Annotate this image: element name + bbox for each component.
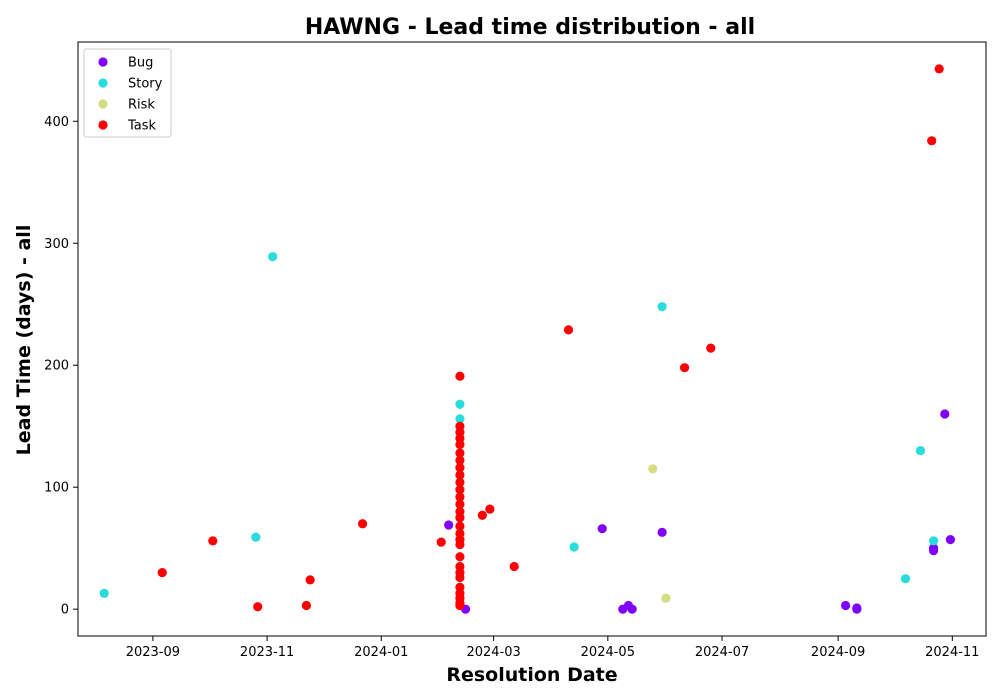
data-point [357, 519, 368, 529]
data-point [157, 567, 167, 578]
data-point [455, 572, 465, 583]
x-tick-label: 2024-01 [354, 645, 408, 660]
data-point [268, 252, 278, 262]
y-tick-label: 300 [44, 237, 69, 252]
data-point [509, 561, 519, 572]
x-axis-label: Resolution Date [446, 664, 617, 686]
x-tick-label: 2023-09 [126, 645, 180, 660]
data-point [301, 600, 312, 611]
series-task [157, 64, 944, 612]
data-point [928, 536, 939, 546]
data-point [455, 455, 465, 465]
y-tick-label: 200 [44, 359, 69, 374]
plot-area [77, 41, 987, 637]
data-point [900, 574, 911, 584]
data-point [945, 535, 956, 545]
data-point [455, 552, 465, 562]
x-axis: 2023-09 2023-11 2024-01 2024-03 2024-05 2024-… [126, 636, 979, 660]
data-point [251, 532, 261, 542]
legend-marker-story [98, 78, 108, 88]
y-axis: 0 100 200 300 400 [44, 115, 78, 618]
data-point [455, 499, 465, 509]
data-point [679, 363, 690, 373]
data-point [455, 470, 465, 480]
data-point [444, 520, 454, 530]
y-axis-label: Lead Time (days) - all [13, 225, 35, 456]
data-point [455, 477, 465, 487]
data-point [657, 527, 667, 537]
legend-marker-risk [98, 99, 108, 109]
data-point [840, 600, 851, 611]
data-point [627, 604, 637, 614]
data-point [648, 464, 658, 474]
y-tick-label: 100 [44, 481, 69, 496]
data-point [455, 539, 465, 550]
y-tick-label: 400 [44, 115, 69, 130]
chart-title: HAWNG - Lead time distribution - all [305, 15, 755, 40]
data-point [99, 588, 109, 598]
data-point [927, 136, 937, 146]
data-point [928, 543, 939, 553]
data-point [934, 64, 944, 74]
data-point [305, 575, 315, 585]
legend-label-bug: Bug [128, 56, 153, 71]
data-point [436, 537, 446, 547]
data-point [208, 536, 218, 546]
data-point [569, 542, 579, 552]
data-point [597, 524, 607, 534]
data-point [940, 409, 950, 419]
x-tick-label: 2024-11 [925, 645, 979, 660]
data-point [477, 510, 487, 520]
data-point [915, 446, 926, 456]
legend-label-task: Task [127, 119, 157, 134]
data-point [661, 593, 671, 603]
x-tick-label: 2024-03 [466, 645, 520, 660]
legend-box [83, 48, 172, 138]
data-point [455, 463, 465, 473]
data-point [455, 399, 465, 409]
series-story [99, 252, 939, 598]
x-tick-label: 2024-07 [695, 645, 749, 660]
legend-marker-task [98, 120, 108, 130]
legend-marker-bug [98, 57, 108, 67]
data-points [99, 64, 956, 614]
x-tick-label: 2024-09 [811, 645, 865, 660]
data-point [657, 302, 667, 312]
data-point [455, 600, 465, 611]
data-point [455, 439, 465, 450]
series-bug [444, 409, 956, 614]
legend-label-story: Story [128, 77, 163, 92]
data-point [455, 414, 465, 424]
data-point [253, 602, 263, 612]
data-point [455, 485, 465, 495]
data-point [455, 492, 465, 502]
data-point [455, 448, 465, 458]
data-point [852, 603, 862, 613]
legend: Bug Story Risk Task [83, 48, 172, 138]
data-point [485, 504, 495, 514]
series-risk [648, 464, 671, 603]
data-point [455, 371, 465, 381]
data-point [563, 325, 574, 335]
x-tick-label: 2024-05 [581, 645, 635, 660]
legend-label-risk: Risk [128, 98, 155, 113]
data-point [706, 343, 716, 353]
data-point [455, 521, 465, 531]
x-tick-label: 2023-11 [240, 645, 294, 660]
data-point [455, 513, 465, 523]
y-tick-label: 0 [61, 603, 69, 618]
